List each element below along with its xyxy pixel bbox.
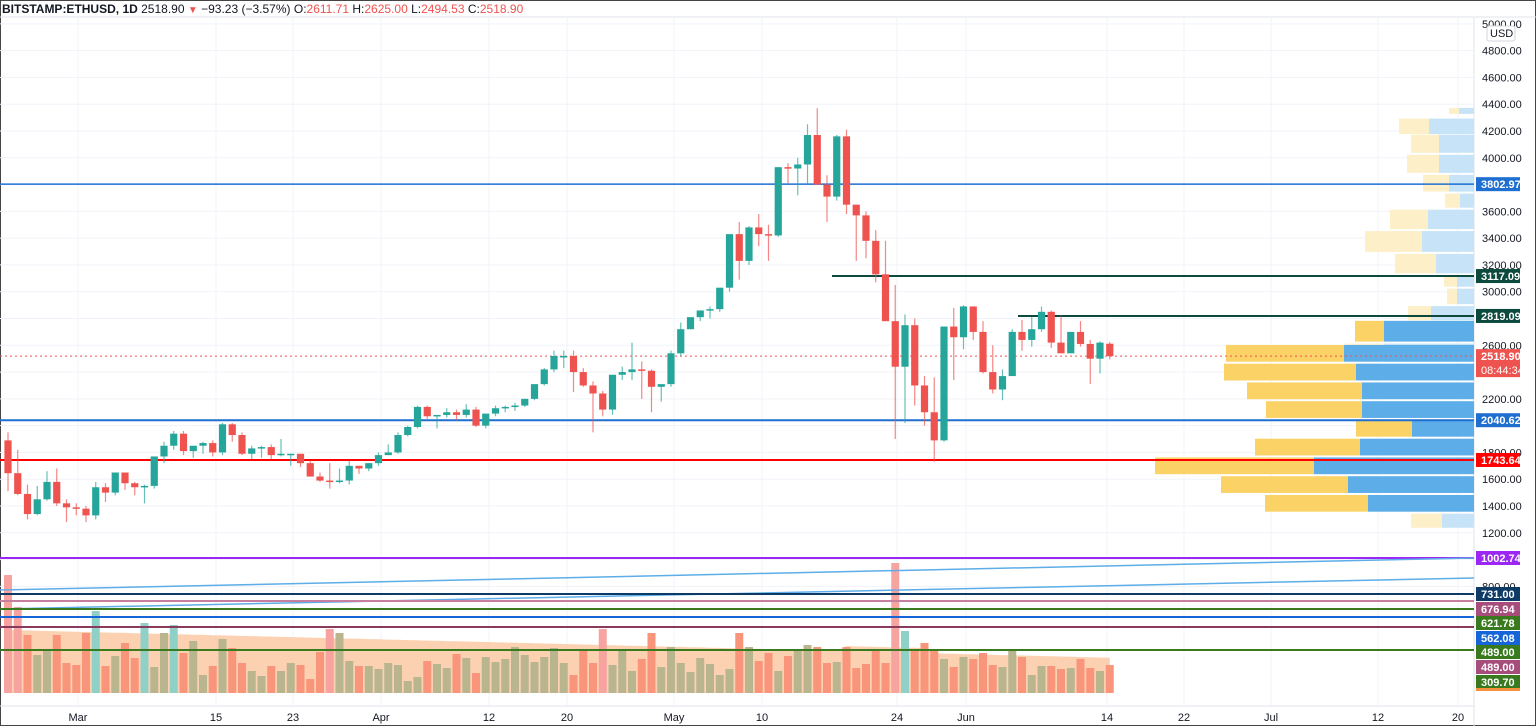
price-change: −93.23 (−3.57%) <box>201 2 291 16</box>
price-tick: 4200.00 <box>1482 126 1522 138</box>
open-value: 2611.71 <box>306 2 350 16</box>
trendline-upper <box>0 557 1475 591</box>
price-label-badge <box>1476 631 1520 645</box>
price-label-text: 2040.62 <box>1481 415 1521 427</box>
last-price: 2518.90 <box>141 2 185 16</box>
down-arrow-icon: ▼ <box>187 5 198 16</box>
time-tick: Jul <box>1264 712 1278 724</box>
horizontal-levels[interactable] <box>0 183 1475 651</box>
time-tick: 12 <box>1372 712 1384 724</box>
price-tick: 2200.00 <box>1482 394 1522 406</box>
time-tick: 20 <box>1452 712 1464 724</box>
price-tick: 4800.00 <box>1482 46 1522 58</box>
price-label-badge <box>1476 587 1520 601</box>
price-label-text: 2819.09 <box>1481 311 1521 323</box>
time-tick: 15 <box>210 712 222 724</box>
countdown-timer: 08:44:34 <box>1481 365 1524 377</box>
time-tick: Apr <box>372 712 389 724</box>
price-label-text: 676.94 <box>1481 604 1516 616</box>
price-label-text: 3117.09 <box>1481 271 1520 283</box>
currency-label: USD <box>1490 28 1513 40</box>
high-value: 2625.00 <box>364 2 408 16</box>
time-tick: May <box>664 712 685 724</box>
candlesticks <box>4 108 1114 523</box>
chart-legend-header: BITSTAMP:ETHUSD, 1D 2518.90 ▼ −93.23 (−3… <box>2 1 523 17</box>
time-tick: 22 <box>1178 712 1190 724</box>
price-tick: 4000.00 <box>1482 153 1522 165</box>
price-label-badge <box>1476 452 1520 467</box>
price-label-badge <box>1476 551 1520 565</box>
volume-axis-marker <box>1476 688 1520 691</box>
price-label-text: 489.00 <box>1481 662 1515 674</box>
price-label-text: 731.00 <box>1481 589 1515 601</box>
low-label: L: <box>411 2 422 16</box>
close-value: 2518.90 <box>479 2 524 16</box>
time-tick: 12 <box>483 712 495 724</box>
price-tick: 3600.00 <box>1482 206 1522 218</box>
price-tick: 1200.00 <box>1482 528 1522 540</box>
time-tick: 24 <box>891 712 903 724</box>
price-tick: 3400.00 <box>1482 233 1522 245</box>
price-label-badge <box>1476 308 1520 323</box>
volume-profile <box>1155 107 1474 528</box>
high-label: H: <box>352 2 365 16</box>
price-label-text: 489.00 <box>1481 647 1515 659</box>
price-axis[interactable]: 5000.004800.004600.004400.004200.004000.… <box>1476 19 1524 691</box>
price-label-text: 621.78 <box>1481 618 1515 630</box>
time-tick: 23 <box>287 712 299 724</box>
price-label-badge <box>1476 675 1520 689</box>
time-tick: 10 <box>756 712 768 724</box>
price-label-badge <box>1476 645 1520 659</box>
price-label-badge <box>1476 616 1520 630</box>
price-tick: 3000.00 <box>1482 287 1522 299</box>
price-tick: 1600.00 <box>1482 474 1522 486</box>
time-tick: 14 <box>1101 712 1113 724</box>
price-label-text: 562.08 <box>1481 633 1515 645</box>
price-tick: 4400.00 <box>1482 99 1522 111</box>
close-label: C: <box>467 2 480 16</box>
price-label-text: 309.70 <box>1481 677 1515 689</box>
currency-badge <box>1486 25 1516 42</box>
time-tick: 20 <box>561 712 573 724</box>
price-label-text: 1743.64 <box>1481 455 1522 467</box>
price-label-badge <box>1476 349 1520 378</box>
price-label-text: 2518.90 <box>1481 351 1521 363</box>
price-label-badge <box>1476 660 1520 674</box>
time-axis[interactable]: Mar 15 23 Apr 12 20 May 10 24 Jun 14 22 Jul 12 20 <box>69 712 1465 724</box>
price-tick: 1400.00 <box>1482 501 1522 513</box>
price-label-badge <box>1476 602 1520 616</box>
low-value: 2494.53 <box>421 2 465 16</box>
time-tick: Jun <box>957 712 975 724</box>
price-label-badge <box>1476 413 1520 428</box>
symbol-label[interactable]: BITSTAMP:ETHUSD, 1D <box>2 2 138 16</box>
price-label-text: 1002.74 <box>1481 553 1522 565</box>
price-label-badge <box>1476 177 1520 192</box>
price-tick: 4600.00 <box>1482 72 1522 84</box>
time-tick: Mar <box>69 712 88 724</box>
price-label-text: 3802.97 <box>1481 179 1521 191</box>
price-label-badge <box>1476 269 1520 284</box>
price-tick: 3200.00 <box>1482 260 1522 272</box>
open-label: O: <box>293 2 307 16</box>
